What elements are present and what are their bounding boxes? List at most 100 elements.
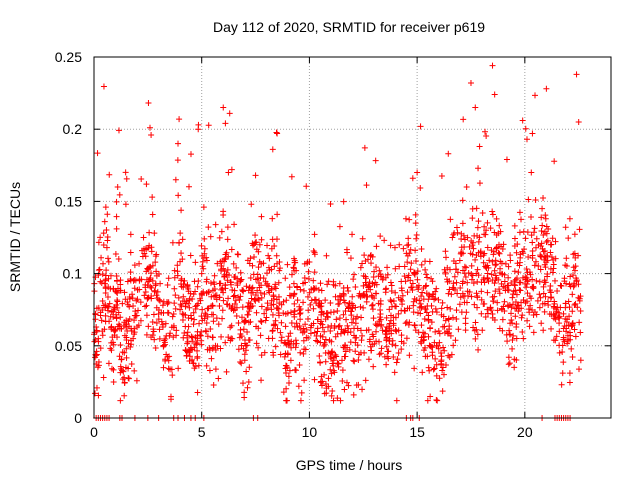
data-point — [92, 316, 99, 323]
data-point — [496, 222, 503, 229]
data-point — [118, 356, 125, 363]
data-point — [250, 242, 257, 249]
data-point — [345, 287, 352, 294]
data-point — [421, 330, 428, 337]
data-point — [104, 211, 111, 218]
data-point — [252, 232, 259, 239]
data-point — [555, 314, 562, 321]
data-point — [398, 332, 405, 339]
data-point — [360, 272, 367, 279]
data-point — [107, 272, 114, 279]
data-point — [258, 377, 265, 384]
data-point — [330, 309, 337, 316]
data-point — [493, 245, 500, 252]
data-point — [385, 323, 392, 330]
data-point — [468, 276, 475, 283]
data-point — [178, 277, 185, 284]
data-point — [335, 301, 342, 308]
data-point — [439, 388, 446, 395]
data-point — [563, 319, 570, 326]
data-point — [515, 302, 522, 309]
data-point — [361, 252, 368, 259]
data-point — [361, 144, 368, 151]
data-point — [572, 300, 579, 307]
data-point — [152, 259, 159, 266]
data-point — [253, 323, 260, 330]
data-point — [387, 242, 394, 249]
data-point — [298, 389, 305, 396]
y-tick-label: 0.2 — [63, 121, 83, 137]
data-point — [462, 315, 469, 322]
data-point — [108, 326, 115, 333]
data-point — [529, 252, 536, 259]
data-point — [505, 274, 512, 281]
data-point — [187, 151, 194, 158]
data-point — [91, 329, 98, 336]
data-point — [180, 334, 187, 341]
data-point — [95, 267, 102, 274]
data-point — [390, 354, 397, 361]
data-point — [488, 307, 495, 314]
data-point — [551, 158, 558, 165]
data-point — [433, 372, 440, 379]
data-point — [511, 364, 518, 371]
data-point — [394, 356, 401, 363]
data-point — [228, 322, 235, 329]
data-point — [286, 341, 293, 348]
data-point — [127, 344, 134, 351]
data-point — [373, 290, 380, 297]
data-point — [440, 344, 447, 351]
data-point — [112, 326, 119, 333]
data-point — [292, 366, 299, 373]
plot-frame — [93, 56, 612, 419]
data-point — [160, 343, 167, 350]
data-point — [432, 355, 439, 362]
data-point — [494, 299, 501, 306]
data-point — [215, 375, 222, 382]
data-point — [208, 355, 215, 362]
data-point — [284, 261, 291, 268]
data-point — [172, 305, 179, 312]
data-point — [508, 316, 515, 323]
data-point — [233, 264, 240, 271]
data-point — [491, 293, 498, 300]
data-point — [457, 285, 464, 292]
data-point — [121, 392, 128, 399]
data-point — [128, 360, 135, 367]
data-point — [508, 279, 515, 286]
data-point — [102, 272, 109, 279]
data-point — [383, 361, 390, 368]
data-point — [114, 289, 121, 296]
data-point — [548, 241, 555, 248]
data-point — [528, 213, 535, 220]
data-point — [511, 222, 518, 229]
data-point — [196, 320, 203, 327]
data-point — [467, 79, 474, 86]
data-point — [148, 284, 155, 291]
data-point — [98, 279, 105, 286]
data-point — [294, 324, 301, 331]
data-point — [438, 172, 445, 179]
y-tick-label: 0.1 — [63, 266, 83, 282]
data-point — [543, 85, 550, 92]
data-point — [117, 277, 124, 284]
data-point — [238, 314, 245, 321]
data-point — [386, 338, 393, 345]
data-point — [544, 237, 551, 244]
data-point — [180, 293, 187, 300]
data-point — [97, 345, 104, 352]
data-point — [286, 284, 293, 291]
data-point — [352, 348, 359, 355]
data-point — [114, 304, 121, 311]
data-point — [278, 337, 285, 344]
data-point — [323, 252, 330, 259]
data-point — [347, 339, 354, 346]
data-point — [569, 291, 576, 298]
data-point — [117, 369, 124, 376]
data-point — [499, 316, 506, 323]
data-point — [100, 230, 107, 237]
data-point — [321, 328, 328, 335]
data-point — [167, 330, 174, 337]
data-point — [162, 320, 169, 327]
data-point — [153, 272, 160, 279]
